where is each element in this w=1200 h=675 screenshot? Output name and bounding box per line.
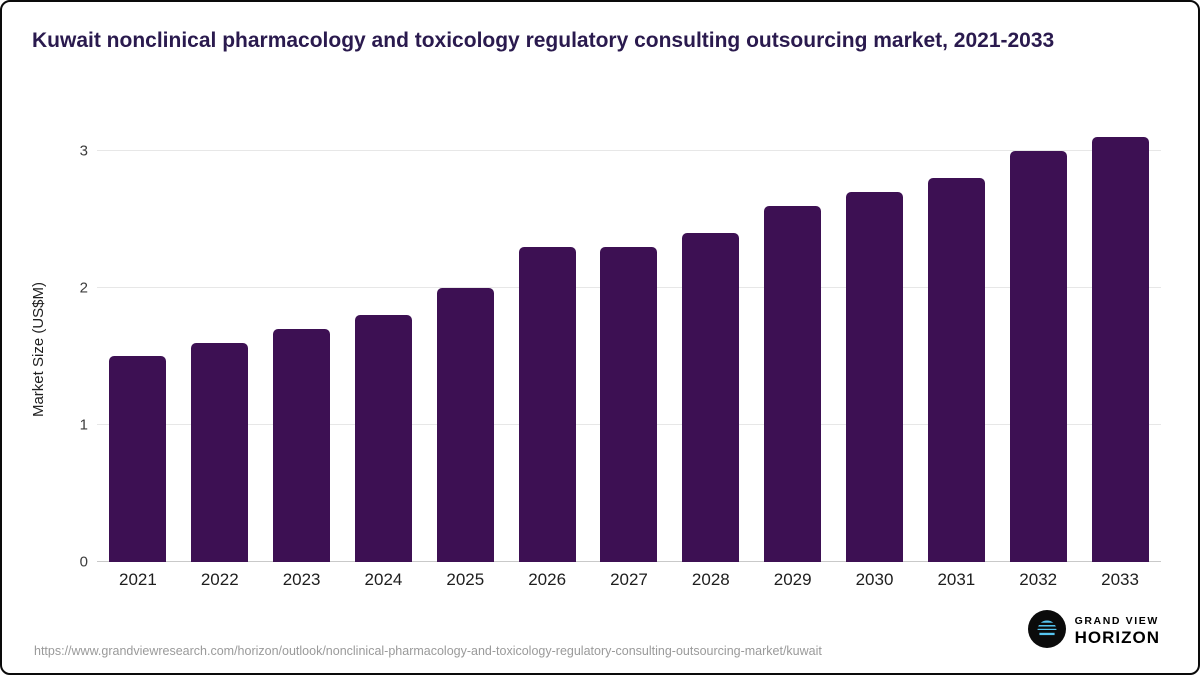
bar-2033 [1091, 137, 1149, 562]
x-tick-label: 2031 [937, 570, 976, 589]
logo-text: GRAND VIEW HORIZON [1075, 615, 1160, 648]
x-tick-label: 2032 [1019, 570, 1058, 589]
y-tick-label: 3 [79, 142, 88, 160]
source-url[interactable]: https://www.grandviewresearch.com/horizo… [34, 643, 822, 658]
x-tick-label: 2021 [119, 570, 157, 589]
bar-2026 [518, 246, 576, 562]
bar-2024 [354, 315, 412, 562]
x-tick-label: 2026 [528, 570, 567, 589]
x-tick-label: 2023 [282, 570, 321, 589]
bar-2031 [927, 178, 985, 562]
plot-area [97, 137, 1161, 562]
y-tick-label: 1 [79, 416, 88, 434]
bar-2022 [191, 342, 249, 562]
bar-slot [424, 287, 506, 562]
x-tick-label: 2027 [610, 570, 648, 589]
bar-slot [834, 191, 916, 562]
bar-slot [97, 356, 179, 562]
grand-view-horizon-logo: GRAND VIEW HORIZON [1027, 610, 1160, 653]
bar-2025 [436, 287, 494, 562]
bar-2021 [109, 356, 167, 562]
bars-row [97, 137, 1161, 562]
bar-slot [179, 342, 261, 562]
bar-2028 [682, 232, 740, 562]
logo-horizon-label: HORIZON [1074, 628, 1160, 647]
bar-slot [506, 246, 588, 562]
x-tick-label: 2025 [446, 570, 485, 589]
bar-2029 [764, 205, 822, 562]
bar-slot [588, 246, 670, 562]
x-tick-label: 2028 [691, 570, 730, 589]
bar-2023 [273, 328, 331, 562]
gridline [97, 149, 1161, 151]
y-axis-label-box: Market Size (US$M) [26, 137, 50, 562]
bar-slot [752, 205, 834, 562]
x-tick-label: 2024 [364, 570, 403, 589]
y-axis-ticks: 0 1 2 3 [50, 137, 88, 570]
bar-slot [261, 328, 343, 562]
bar-2027 [600, 246, 658, 562]
bar-2030 [846, 191, 904, 562]
y-tick-label: 0 [79, 553, 88, 571]
bar-2032 [1009, 150, 1067, 562]
x-axis-ticks: 2021 2022 2023 2024 2025 2026 2027 2028 2029 2030… [97, 570, 1161, 590]
x-tick-label: 2029 [773, 570, 812, 589]
x-tick-label: 2022 [200, 570, 239, 589]
logo-grand-view-label: GRAND VIEW [1074, 615, 1159, 627]
bar-slot [1079, 137, 1161, 562]
bar-slot [915, 178, 997, 562]
horizon-logo-icon [1027, 610, 1066, 653]
x-tick-label: 2030 [855, 570, 894, 589]
bar-slot [670, 232, 752, 562]
y-tick-label: 2 [79, 279, 88, 297]
bar-slot [997, 150, 1079, 562]
x-tick-label: 2033 [1101, 570, 1139, 589]
y-axis-label: Market Size (US$M) [29, 281, 47, 418]
bar-slot [343, 315, 425, 562]
chart-title: Kuwait nonclinical pharmacology and toxi… [32, 29, 1055, 52]
